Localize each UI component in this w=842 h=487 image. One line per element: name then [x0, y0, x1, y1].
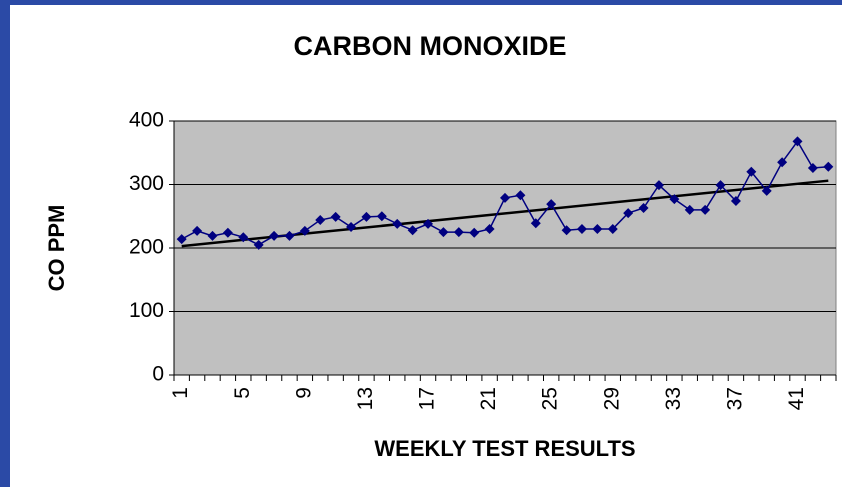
y-tick-label: 300 [129, 172, 164, 195]
data-point [761, 185, 772, 196]
data-point [176, 234, 187, 245]
y-tick-label: 0 [152, 363, 164, 386]
x-tick-label: 37 [723, 387, 746, 410]
data-point [453, 227, 464, 238]
y-tick-label: 400 [129, 109, 164, 132]
data-point [669, 194, 680, 205]
data-point [730, 196, 741, 207]
data-point [299, 225, 310, 236]
data-point [192, 225, 203, 236]
x-tick-label: 9 [292, 387, 315, 399]
x-tick-label: 33 [662, 387, 685, 410]
data-point [715, 180, 726, 191]
data-point [653, 180, 664, 191]
data-point [438, 227, 449, 238]
data-point [576, 223, 587, 234]
data-point [746, 166, 757, 177]
x-tick-label: 1 [169, 387, 192, 399]
y-tick-label: 100 [129, 299, 164, 322]
data-point [500, 192, 510, 203]
x-tick-label: 21 [477, 387, 500, 410]
data-point [546, 199, 557, 210]
x-tick-label: 41 [785, 387, 808, 410]
x-tick-label: 25 [539, 387, 562, 410]
y-axis-label: CO PPM [44, 205, 69, 292]
data-point [376, 211, 387, 222]
data-point [561, 225, 572, 236]
y-tick-label: 200 [129, 236, 164, 259]
data-point [469, 227, 480, 238]
data-point [423, 218, 434, 229]
x-tick-label: 17 [416, 387, 439, 410]
data-point [823, 161, 834, 172]
data-point [392, 218, 403, 229]
data-point [700, 204, 711, 215]
data-point [807, 162, 818, 173]
x-tick-label: 13 [354, 387, 377, 410]
x-tick-label: 5 [231, 387, 254, 399]
data-point [515, 190, 526, 201]
chart-title: CARBON MONOXIDE [293, 31, 566, 61]
data-point [253, 239, 264, 250]
data-point [330, 211, 341, 222]
data-point [777, 157, 788, 168]
data-point [684, 204, 695, 215]
data-point [346, 222, 357, 233]
x-axis-label: WEEKLY TEST RESULTS [374, 436, 635, 461]
data-point [284, 230, 295, 241]
data-point [361, 211, 372, 222]
data-point [207, 230, 218, 241]
x-tick-label: 29 [600, 387, 623, 410]
data-point [530, 218, 541, 229]
data-point [592, 223, 603, 234]
data-point [238, 232, 249, 243]
data-point [638, 202, 649, 213]
data-point [484, 223, 495, 234]
data-point [607, 223, 618, 234]
data-point [623, 208, 634, 219]
data-point [407, 225, 418, 236]
data-point [792, 136, 803, 147]
data-point [222, 227, 233, 238]
data-point [269, 230, 280, 241]
data-point [315, 215, 326, 226]
